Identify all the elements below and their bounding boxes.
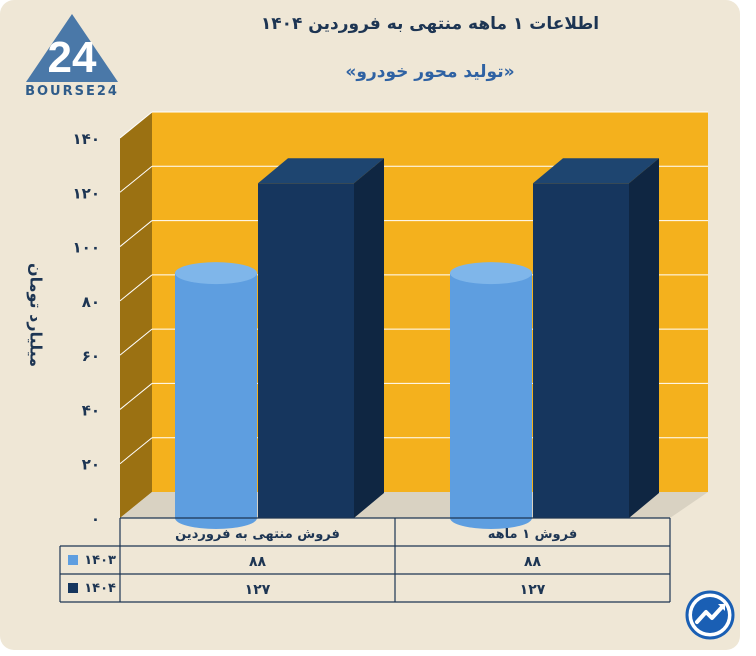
chart-subtitle: «تولید محور خودرو» — [345, 62, 515, 82]
gridline — [119, 328, 153, 356]
category-label: فروش منتهی به فروردین — [175, 527, 340, 542]
data-label: ۱۲۷ — [520, 582, 546, 598]
data-label: ۱۲۷ — [245, 582, 271, 598]
y-tick-label: ۶۰ — [82, 347, 100, 365]
bar-1404 — [533, 183, 629, 519]
gridline — [119, 383, 153, 410]
legend-label: ۱۴۰۴ — [84, 581, 116, 596]
category-label: فروش ۱ ماهه — [488, 527, 577, 542]
y-tick-label: ۱۲۰ — [73, 184, 100, 202]
gridline — [119, 220, 153, 247]
legend-label: ۱۴۰۳ — [84, 553, 116, 568]
data-label: ۸۸ — [524, 554, 542, 570]
bar-1404 — [258, 183, 354, 519]
data-label: ۸۸ — [249, 554, 267, 570]
bar-1404-side — [354, 158, 384, 519]
bar-1403 — [175, 273, 257, 518]
chart-title: اطلاعات ۱ ماهه منتهی به فروردین ۱۴۰۴ — [260, 14, 600, 34]
gridline — [119, 111, 153, 139]
plot-side-wall — [120, 112, 152, 518]
y-tick-label: ۸۰ — [82, 293, 100, 311]
logo-text: BOURSE24 — [25, 84, 119, 99]
legend-swatch — [68, 555, 78, 565]
bar-1403 — [450, 273, 532, 518]
trend-badge-icon — [685, 590, 735, 640]
y-tick-label: ۲۰ — [82, 456, 100, 474]
y-tick-label: ۴۰ — [82, 401, 100, 419]
bar-1404-top — [258, 158, 384, 184]
gridline — [119, 437, 153, 465]
bar-1403-top — [450, 262, 532, 285]
legend-swatch — [68, 583, 78, 593]
bar-1404-top — [533, 158, 659, 184]
y-tick-label: ۰ — [91, 510, 100, 528]
y-tick-label: ۱۴۰ — [73, 130, 100, 148]
y-tick-label: ۱۰۰ — [73, 239, 100, 257]
bar-1404-side — [629, 158, 659, 519]
logo-number: 24 — [48, 33, 97, 82]
gridline — [119, 165, 153, 193]
bar-1403-top — [175, 262, 257, 285]
bourse24-logo: 24 — [26, 14, 118, 82]
gridline — [119, 274, 153, 302]
